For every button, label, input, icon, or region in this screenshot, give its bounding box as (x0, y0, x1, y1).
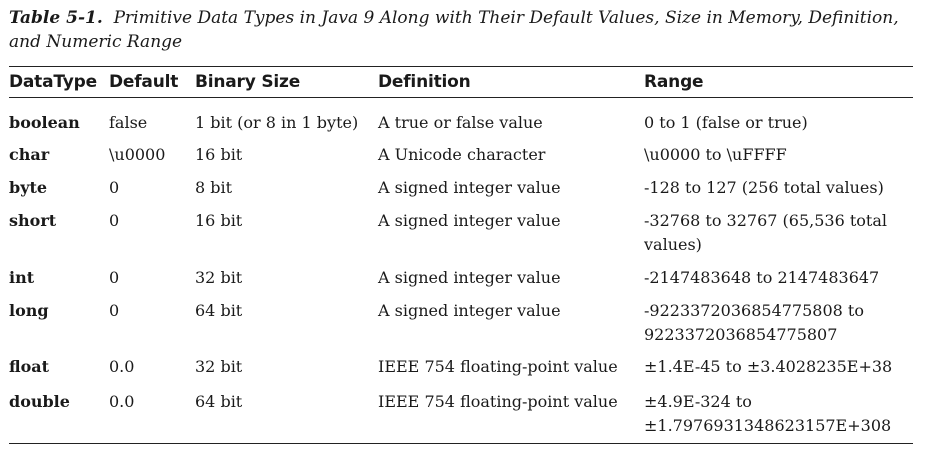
cell-binary-size: 64 bit (195, 301, 243, 320)
table-top-rule (9, 66, 913, 67)
cell-binary-size: 16 bit (195, 211, 243, 230)
cell-binary-size: 8 bit (195, 178, 233, 197)
cell-range: \u0000 to \uFFFF (644, 145, 787, 164)
cell-range: 0 to 1 (false or true) (644, 113, 808, 132)
cell-datatype: boolean (9, 113, 80, 132)
table-header-rule (9, 97, 913, 98)
table-caption: Table 5-1. Primitive Data Types in Java … (9, 6, 909, 54)
cell-binary-size: 32 bit (195, 268, 243, 287)
cell-range: -2147483648 to 2147483647 (644, 268, 880, 287)
cell-default: false (109, 113, 148, 132)
cell-default: 0.0 (109, 357, 135, 376)
header-binary-size: Binary Size (195, 72, 301, 92)
cell-default: 0.0 (109, 392, 135, 411)
cell-binary-size: 64 bit (195, 392, 243, 411)
cell-range: -32768 to 32767 (65,536 total values) (644, 211, 887, 254)
header-default: Default (109, 72, 179, 92)
cell-datatype: int (9, 268, 35, 287)
cell-default: \u0000 (109, 145, 166, 164)
table-caption-text: Primitive Data Types in Java 9 Along wit… (9, 8, 899, 52)
cell-range: -9223372036854775808 to 9223372036854775… (644, 301, 864, 344)
cell-definition: A signed integer value (378, 178, 561, 197)
cell-definition: IEEE 754 floating-point value (378, 357, 618, 376)
header-datatype: DataType (9, 72, 97, 92)
cell-binary-size: 32 bit (195, 357, 243, 376)
table-bottom-rule (9, 443, 913, 444)
cell-binary-size: 16 bit (195, 145, 243, 164)
cell-range: ±4.9E-324 to ±1.7976931348623157E+308 (644, 392, 892, 435)
cell-definition: IEEE 754 floating-point value (378, 392, 618, 411)
cell-definition: A signed integer value (378, 211, 561, 230)
cell-datatype: char (9, 145, 50, 164)
cell-datatype: double (9, 392, 70, 411)
cell-datatype: float (9, 357, 50, 376)
cell-default: 0 (109, 301, 120, 320)
cell-default: 0 (109, 211, 120, 230)
cell-binary-size: 1 bit (or 8 in 1 byte) (195, 113, 359, 132)
cell-definition: A signed integer value (378, 301, 561, 320)
cell-range: ±1.4E-45 to ±3.4028235E+38 (644, 357, 893, 376)
cell-definition: A signed integer value (378, 268, 561, 287)
header-range: Range (644, 72, 704, 92)
cell-datatype: byte (9, 178, 48, 197)
table-caption-label: Table 5-1. (9, 8, 103, 28)
cell-datatype: long (9, 301, 49, 320)
cell-range: -128 to 127 (256 total values) (644, 178, 884, 197)
cell-definition: A Unicode character (378, 145, 546, 164)
header-definition: Definition (378, 72, 471, 92)
cell-default: 0 (109, 268, 120, 287)
cell-definition: A true or false value (378, 113, 543, 132)
cell-datatype: short (9, 211, 57, 230)
cell-default: 0 (109, 178, 120, 197)
